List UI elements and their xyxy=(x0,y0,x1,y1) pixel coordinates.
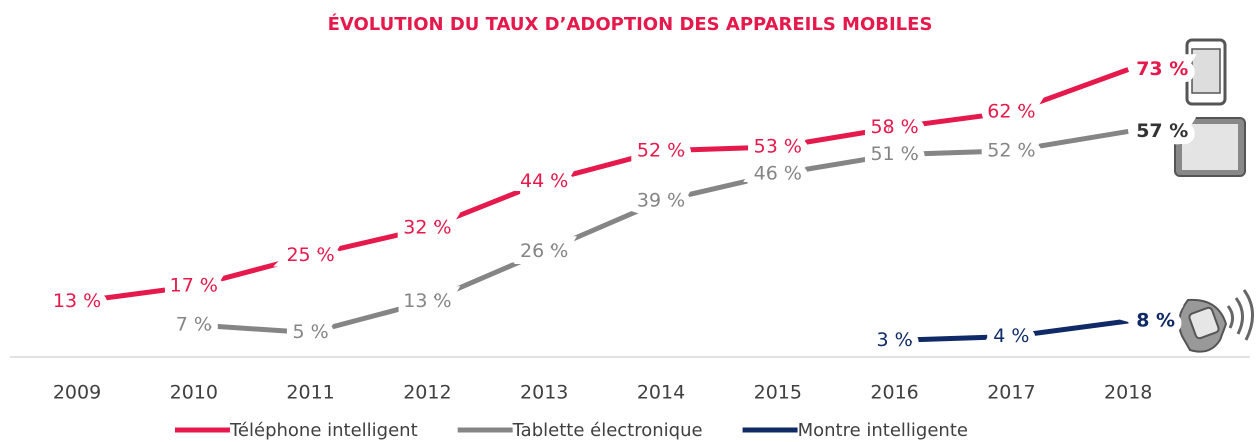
series-line xyxy=(193,128,1129,336)
x-tick-label: 2010 xyxy=(170,382,218,404)
data-label: 73 % xyxy=(1136,58,1188,80)
data-label: 5 % xyxy=(293,321,329,343)
data-label: 58 % xyxy=(870,116,918,138)
data-label: 32 % xyxy=(403,217,451,239)
series-line xyxy=(894,318,1129,343)
data-label: 52 % xyxy=(637,139,685,161)
x-tick-label: 2011 xyxy=(286,382,334,404)
x-tick-label: 2014 xyxy=(637,382,685,404)
data-label: 3 % xyxy=(877,329,913,351)
data-label: 4 % xyxy=(993,325,1029,347)
tablet-icon xyxy=(1174,117,1246,177)
chart-title: ÉVOLUTION DU TAUX D’ADOPTION DES APPAREI… xyxy=(328,13,933,35)
x-tick-label: 2012 xyxy=(403,382,451,404)
x-tick-label: 2018 xyxy=(1104,382,1152,404)
x-tick-label: 2015 xyxy=(754,382,802,404)
data-label: 25 % xyxy=(286,244,334,266)
data-label: 52 % xyxy=(987,139,1035,161)
legend-label: Tablette électronique xyxy=(512,420,703,441)
data-label: 13 % xyxy=(403,290,451,312)
x-tick-label: 2013 xyxy=(520,382,568,404)
series-line xyxy=(76,67,1130,305)
data-label: 44 % xyxy=(520,170,568,192)
data-label: 8 % xyxy=(1136,310,1175,332)
data-label: 46 % xyxy=(754,162,802,184)
data-label: 7 % xyxy=(176,313,212,335)
x-tick-label: 2009 xyxy=(53,382,101,404)
legend-label: Montre intelligente xyxy=(798,420,968,441)
data-label: 53 % xyxy=(754,135,802,157)
data-label: 13 % xyxy=(53,290,101,312)
data-label: 39 % xyxy=(637,190,685,212)
x-tick-label: 2016 xyxy=(870,382,918,404)
data-label: 51 % xyxy=(870,143,918,165)
data-label: 26 % xyxy=(520,240,568,262)
data-label: 62 % xyxy=(987,101,1035,123)
data-label: 17 % xyxy=(170,275,218,297)
x-tick-label: 2017 xyxy=(987,382,1035,404)
legend-label: Téléphone intelligent xyxy=(229,420,418,441)
phone-icon xyxy=(1185,38,1227,106)
watch-icon xyxy=(1178,289,1254,353)
data-label: 57 % xyxy=(1136,120,1188,142)
